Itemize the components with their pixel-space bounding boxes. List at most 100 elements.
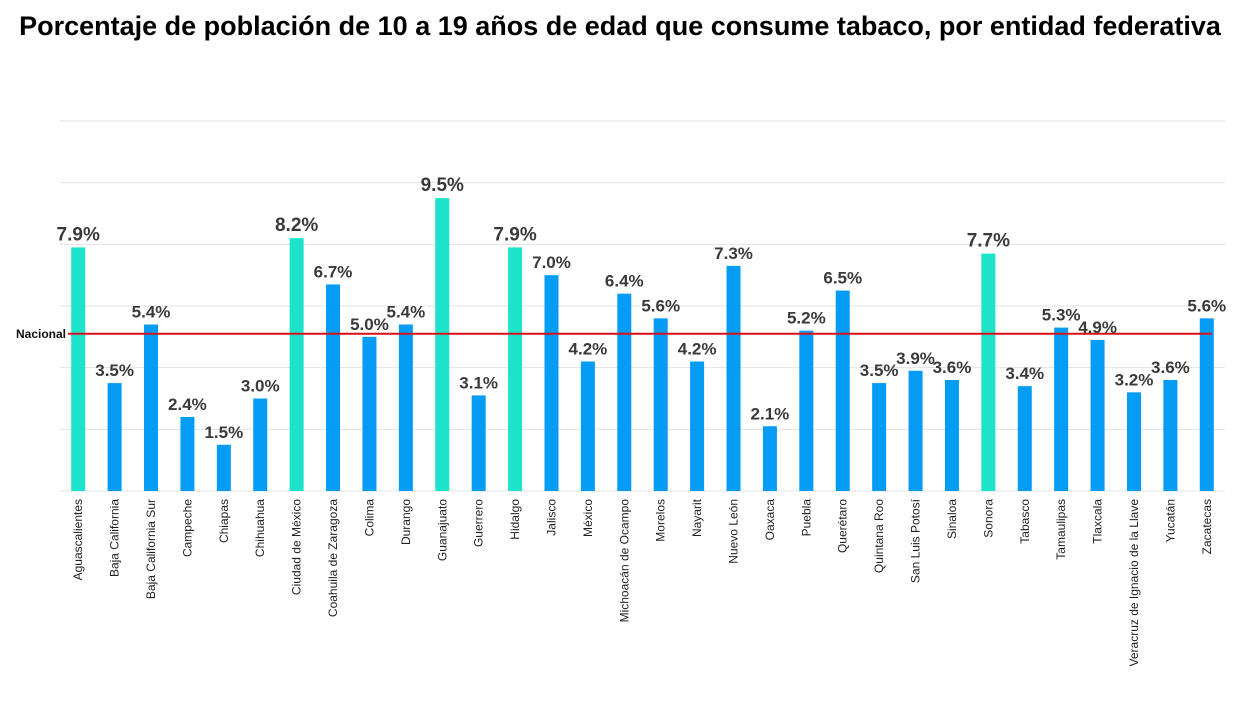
bar	[726, 265, 741, 491]
bar	[326, 284, 341, 491]
bar	[1017, 386, 1032, 491]
data-labels: 7.9%3.5%5.4%2.4%1.5%3.0%8.2%6.7%5.0%5.4%…	[57, 175, 1227, 442]
data-label: 2.1%	[751, 404, 790, 423]
category-label: Colima	[362, 499, 376, 537]
bar	[107, 383, 122, 491]
data-label: 3.1%	[459, 373, 498, 392]
category-label: Durango	[399, 499, 413, 545]
bar	[180, 417, 195, 491]
category-label: Zacatecas	[1200, 499, 1214, 554]
data-label: 3.2%	[1115, 370, 1154, 389]
category-label: San Luis Potosí	[909, 498, 923, 583]
category-label: Ciudad de México	[290, 499, 304, 595]
category-label: Baja California Sur	[144, 499, 158, 599]
bar	[872, 383, 887, 491]
category-label: Querétaro	[836, 499, 850, 553]
data-label: 5.3%	[1042, 306, 1081, 325]
category-label: Sinaloa	[945, 499, 959, 539]
category-label: Baja California	[108, 499, 122, 577]
category-label: Sonora	[981, 499, 995, 538]
data-label: 6.4%	[605, 272, 644, 291]
bar	[216, 444, 231, 491]
data-label: 9.5%	[421, 175, 464, 196]
category-label: Campeche	[180, 499, 194, 557]
bar	[1163, 380, 1178, 491]
bar	[653, 318, 668, 491]
bar	[1126, 392, 1141, 491]
category-label: México	[581, 499, 595, 537]
data-label: 5.4%	[132, 303, 171, 322]
data-label: 7.0%	[532, 253, 571, 272]
bar	[435, 198, 450, 492]
bars	[71, 198, 1214, 492]
bar	[398, 324, 413, 491]
data-label: 6.7%	[314, 262, 353, 281]
category-label: Morelos	[654, 499, 668, 542]
data-label: 3.9%	[896, 349, 935, 368]
data-label: 4.2%	[678, 340, 717, 359]
data-label: 5.4%	[386, 303, 425, 322]
bar	[690, 361, 705, 491]
bar	[835, 290, 850, 491]
data-label: 7.9%	[493, 224, 536, 245]
category-label: Tamaulipas	[1054, 499, 1068, 560]
bar	[908, 370, 923, 491]
data-label: 5.0%	[350, 315, 389, 334]
category-label: Chihuahua	[253, 499, 267, 557]
chart-title: Porcentaje de población de 10 a 19 años …	[19, 11, 1221, 41]
data-label: 3.4%	[1005, 364, 1044, 383]
bar	[617, 293, 632, 491]
category-label: Guerrero	[472, 499, 486, 547]
data-label: 4.2%	[569, 340, 608, 359]
data-label: 1.5%	[204, 423, 243, 442]
category-axis: Aguascalientes Baja California Baja Califo…	[71, 498, 1214, 666]
category-label: Guanajuato	[435, 499, 449, 561]
bar	[71, 247, 86, 491]
category-label: Hidalgo	[508, 499, 522, 540]
category-label: Chiapas	[217, 499, 231, 543]
bar	[799, 330, 814, 491]
bar	[289, 238, 304, 491]
data-label: 7.9%	[57, 224, 100, 245]
category-label: Michoacán de Ocampo	[617, 499, 631, 623]
data-label: 3.6%	[933, 358, 972, 377]
category-label: Veracruz de Ignacio de la Llave	[1127, 499, 1141, 667]
bar	[1199, 318, 1214, 491]
bar	[944, 380, 959, 491]
reference-line-group: Nacional	[16, 327, 1212, 341]
category-label: Nayarit	[690, 498, 704, 537]
data-label: 5.6%	[1187, 296, 1226, 315]
data-label: 3.5%	[860, 361, 899, 380]
category-label: Yucatán	[1163, 499, 1177, 542]
bar	[471, 395, 486, 491]
category-label: Tabasco	[1018, 499, 1032, 544]
category-label: Oaxaca	[763, 499, 777, 541]
data-label: 3.0%	[241, 377, 280, 396]
category-label: Jalisco	[544, 499, 558, 536]
data-label: 3.6%	[1151, 358, 1190, 377]
bar	[1054, 327, 1069, 491]
bar	[981, 253, 996, 491]
category-label: Tlaxcala	[1091, 499, 1105, 544]
category-label: Quintana Roo	[872, 499, 886, 573]
data-label: 2.4%	[168, 395, 207, 414]
data-label: 6.5%	[823, 269, 862, 288]
bar	[144, 324, 159, 491]
data-label: 8.2%	[275, 215, 318, 236]
category-label: Aguascalientes	[71, 499, 85, 580]
bar	[580, 361, 595, 491]
reference-line-label: Nacional	[16, 327, 66, 341]
bar	[508, 247, 523, 491]
data-label: 5.2%	[787, 309, 826, 328]
data-label: 5.6%	[641, 296, 680, 315]
category-label: Puebla	[799, 499, 813, 537]
bar	[362, 336, 377, 491]
category-label: Coahuila de Zaragoza	[326, 499, 340, 617]
bar	[544, 275, 559, 491]
data-label: 3.5%	[95, 361, 134, 380]
bar	[1090, 339, 1105, 491]
data-label: 7.3%	[714, 244, 753, 263]
data-label: 4.9%	[1078, 318, 1117, 337]
data-label: 7.7%	[967, 231, 1010, 252]
